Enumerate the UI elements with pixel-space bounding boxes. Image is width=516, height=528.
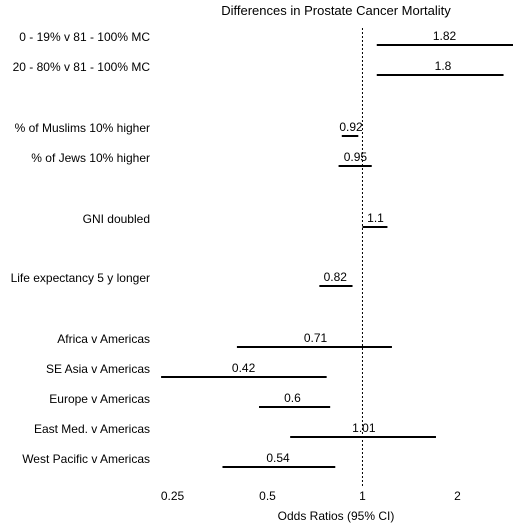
x-tick-label: 0.25 xyxy=(161,489,185,503)
row-label: % of Muslims 10% higher xyxy=(15,121,150,135)
forest-row: Europe v Americas 0.6 xyxy=(49,391,331,408)
row-label: 0 - 19% v 81 - 100% MC xyxy=(19,30,150,44)
forest-row: GNI doubled 1.1 xyxy=(83,211,388,228)
row-label: East Med. v Americas xyxy=(34,422,150,436)
odds-ratio-label: 1.82 xyxy=(433,29,457,43)
odds-ratio-label: 0.42 xyxy=(232,361,256,375)
x-tick-label: 1 xyxy=(359,489,366,503)
row-label: West Pacific v Americas xyxy=(22,452,150,466)
row-label: Europe v Americas xyxy=(49,392,150,406)
row-label: % of Jews 10% higher xyxy=(31,151,150,165)
x-axis-label: Odds Ratios (95% CI) xyxy=(278,509,395,523)
odds-ratio-label: 0.71 xyxy=(304,331,328,345)
forest-row: West Pacific v Americas 0.54 xyxy=(22,451,336,468)
odds-ratio-label: 1.01 xyxy=(352,421,376,435)
x-axis-ticks: 0.25 0.5 1 2 xyxy=(161,489,461,503)
row-label: SE Asia v Americas xyxy=(46,362,150,376)
forest-row: 20 - 80% v 81 - 100% MC 1.8 xyxy=(13,59,504,76)
odds-ratio-label: 1.8 xyxy=(435,59,452,73)
x-tick-label: 2 xyxy=(454,489,461,503)
chart-title: Differences in Prostate Cancer Mortality xyxy=(221,3,451,18)
odds-ratio-label: 0.92 xyxy=(339,120,363,134)
odds-ratio-label: 0.82 xyxy=(324,270,348,284)
forest-row: SE Asia v Americas 0.42 xyxy=(46,361,327,378)
odds-ratio-label: 1.1 xyxy=(367,211,384,225)
forest-row: Life expectancy 5 y longer 0.82 xyxy=(11,270,353,287)
forest-row: % of Muslims 10% higher 0.92 xyxy=(15,120,363,137)
forest-row: East Med. v Americas 1.01 xyxy=(34,421,436,438)
row-label: 20 - 80% v 81 - 100% MC xyxy=(13,60,151,74)
row-label: Africa v Americas xyxy=(57,332,150,346)
rows-group: 0 - 19% v 81 - 100% MC 1.82 20 - 80% v 81 … xyxy=(11,29,513,468)
odds-ratio-label: 0.54 xyxy=(266,451,290,465)
forest-row: % of Jews 10% higher 0.95 xyxy=(31,150,372,167)
row-label: Life expectancy 5 y longer xyxy=(11,271,150,285)
forest-row: Africa v Americas 0.71 xyxy=(57,331,392,348)
x-tick-label: 0.5 xyxy=(259,489,276,503)
odds-ratio-label: 0.6 xyxy=(284,391,301,405)
odds-ratio-label: 0.95 xyxy=(344,150,368,164)
forest-row: 0 - 19% v 81 - 100% MC 1.82 xyxy=(19,29,513,46)
row-label: GNI doubled xyxy=(83,212,150,226)
